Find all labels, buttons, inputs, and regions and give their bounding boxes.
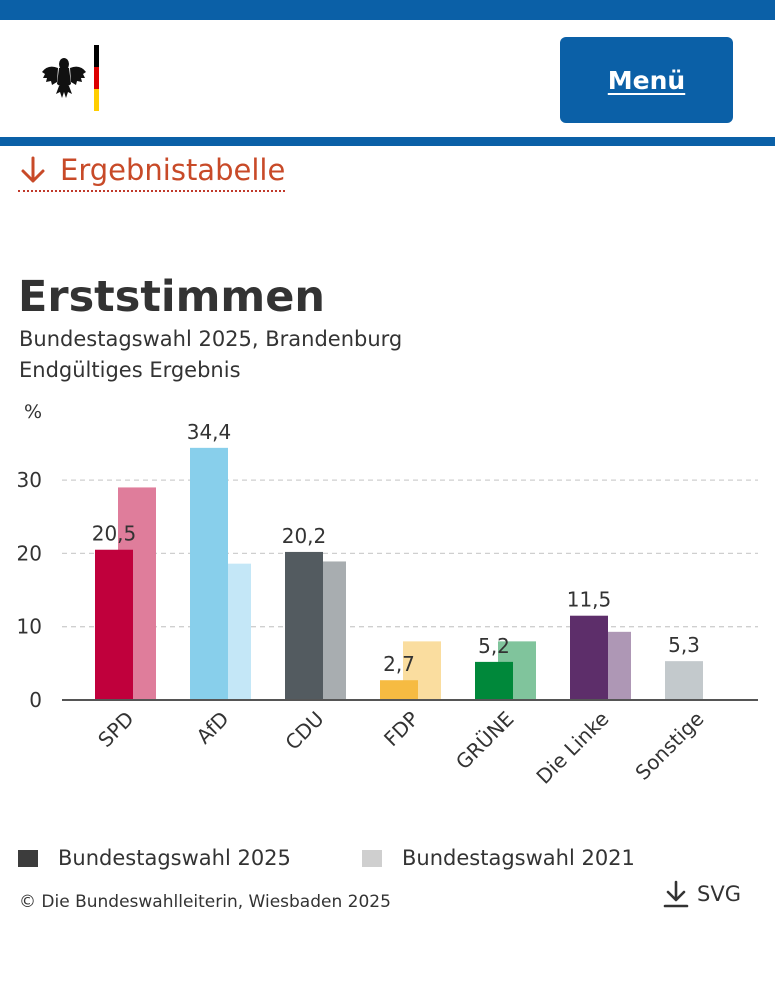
data-label: 5,3: [668, 633, 700, 657]
y-axis-unit-label: %: [24, 401, 42, 423]
svg-download-label: SVG: [697, 882, 741, 906]
result-table-link[interactable]: Ergebnistabelle: [18, 150, 286, 192]
x-tick-label: SPD: [93, 707, 138, 752]
bar-2025: [475, 661, 513, 700]
x-tick-label: Sonstige: [630, 707, 708, 785]
bar-2025: [665, 661, 703, 700]
x-tick-label: AfD: [192, 707, 234, 749]
data-label: 5,2: [478, 634, 510, 658]
menu-button[interactable]: Menü: [560, 37, 733, 123]
legend-label-2021: Bundestagswahl 2021: [402, 846, 635, 870]
y-tick-label: 30: [17, 468, 42, 492]
federal-eagle-logo[interactable]: [40, 44, 104, 112]
legend-item-2021: Bundestagswahl 2021: [362, 846, 635, 870]
bar-2025: [570, 615, 608, 700]
bar-2025: [285, 551, 323, 700]
data-label: 20,2: [282, 524, 327, 548]
chart-status: Endgültiges Ergebnis: [19, 358, 241, 382]
legend-label-2025: Bundestagswahl 2025: [58, 846, 291, 870]
result-table-link-label: Ergebnistabelle: [60, 153, 286, 187]
legend-swatch-2025: [18, 849, 38, 867]
svg-download-button[interactable]: SVG: [663, 880, 741, 908]
x-tick-label: CDU: [280, 707, 328, 755]
data-label: 20,5: [92, 522, 137, 546]
y-tick-label: 10: [17, 615, 42, 639]
download-icon: [663, 880, 689, 908]
eagle-icon: [42, 45, 99, 111]
legend-item-2025: Bundestagswahl 2025: [18, 846, 291, 870]
copyright-text: © Die Bundeswahlleiterin, Wiesbaden 2025: [19, 892, 391, 912]
bar-2025: [380, 680, 418, 700]
header-divider: [0, 137, 775, 146]
data-label: 2,7: [383, 652, 415, 676]
y-tick-label: 20: [17, 541, 42, 565]
chart-title: Erststimmen: [18, 272, 326, 322]
data-label: 34,4: [187, 420, 232, 444]
top-bar: [0, 0, 775, 20]
x-tick-label: Die Linke: [531, 707, 613, 789]
arrow-down-icon: [21, 156, 45, 183]
legend-swatch-2021: [362, 849, 382, 867]
chart-subtitle: Bundestagswahl 2025, Brandenburg: [19, 327, 403, 351]
y-tick-label: 0: [29, 688, 42, 712]
x-tick-label: FDP: [379, 707, 424, 752]
bar-2025: [95, 549, 133, 700]
bar-2025: [190, 447, 228, 700]
bar-chart: % 0 10 20 30 20,5 SPD 34,4 AfD 20,2 CDU 2,7 FDP 5,2 GR…: [17, 401, 758, 789]
x-tick-label: GRÜNE: [451, 707, 519, 775]
data-label: 11,5: [567, 588, 612, 612]
